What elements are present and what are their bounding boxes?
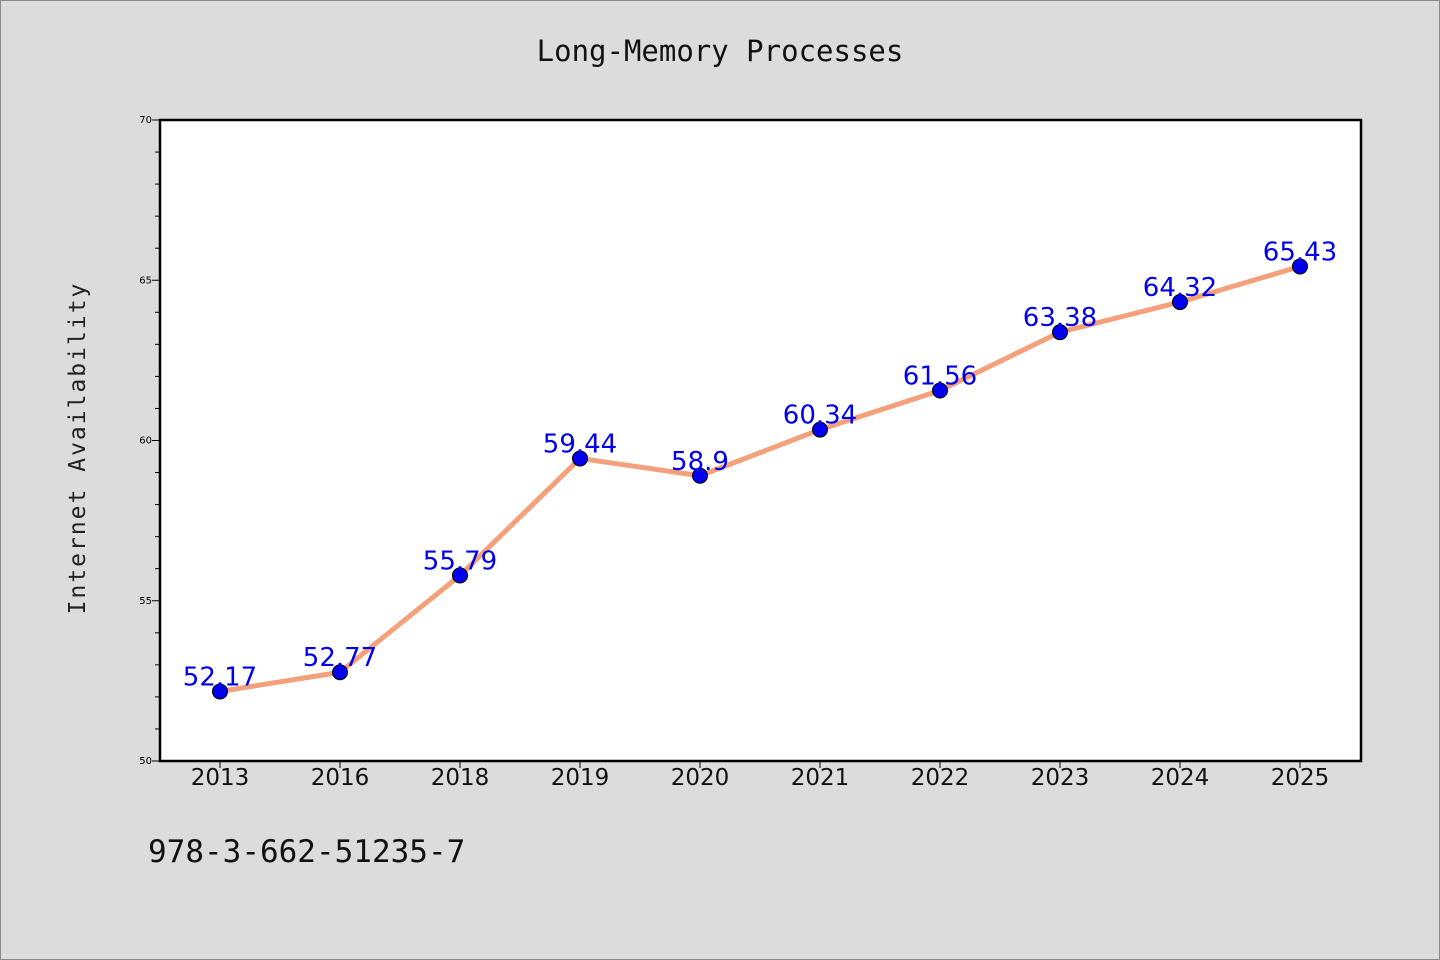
data-label: 61.56 — [903, 362, 977, 392]
series-line — [217, 263, 1303, 694]
data-label: 65.43 — [1263, 237, 1337, 267]
data-point — [932, 382, 948, 399]
data-point — [332, 664, 348, 681]
x-tick-label: 2023 — [1031, 765, 1090, 791]
y-tick-label: 55 — [139, 596, 152, 607]
x-axis: 2013 2016 2018 2019 2020 2021 2022 2023 2024 2025 — [191, 761, 1330, 791]
x-tick-label: 2019 — [551, 765, 610, 791]
x-tick-label: 2018 — [431, 765, 490, 791]
x-tick-label: 2020 — [671, 765, 730, 791]
data-label: 60.34 — [783, 401, 857, 431]
data-point — [572, 450, 588, 467]
data-label: 58.9 — [671, 447, 729, 477]
data-label: 63.38 — [1023, 303, 1097, 333]
y-tick-label: 60 — [139, 436, 152, 447]
data-label: 59.44 — [543, 429, 617, 459]
data-point — [692, 467, 708, 484]
series-lines — [217, 263, 1303, 694]
x-tick-label: 2025 — [1271, 765, 1330, 791]
data-labels: 52.17 52.77 55.79 59.44 58.9 60.34 61.56 63.38 6… — [183, 237, 1337, 692]
data-point — [1052, 324, 1068, 341]
y-tick-label: 65 — [139, 275, 152, 286]
data-label: 64.32 — [1143, 273, 1217, 303]
data-point — [1292, 258, 1308, 275]
data-label: 52.77 — [303, 643, 377, 673]
data-point — [452, 567, 468, 584]
data-point — [812, 421, 828, 438]
series-markers — [212, 258, 1308, 700]
x-tick-label: 2022 — [911, 765, 970, 791]
chart-title: Long-Memory Processes — [536, 34, 904, 68]
y-axis: 50 55 60 65 70 — [139, 115, 160, 767]
data-point — [212, 683, 228, 700]
x-tick-label: 2016 — [311, 765, 370, 791]
y-tick-label: 70 — [139, 115, 152, 126]
data-point — [1172, 294, 1188, 311]
isbn-code: 978-3-662-51235-7 — [148, 834, 466, 870]
data-label: 52.17 — [183, 662, 257, 692]
x-tick-label: 2021 — [791, 765, 850, 791]
data-label: 55.79 — [423, 546, 497, 576]
x-tick-label: 2013 — [191, 765, 250, 791]
y-tick-label: 50 — [139, 756, 152, 767]
x-tick-label: 2024 — [1151, 765, 1210, 791]
